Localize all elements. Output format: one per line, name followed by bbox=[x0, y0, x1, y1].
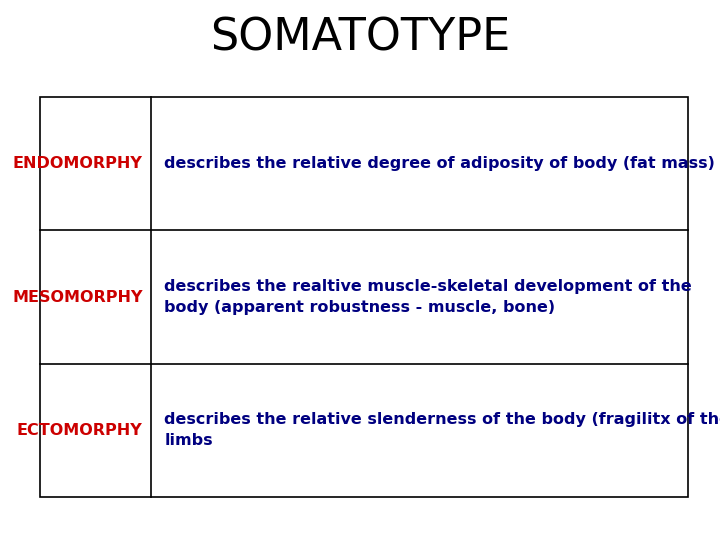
Text: ENDOMORPHY: ENDOMORPHY bbox=[13, 156, 143, 171]
Text: describes the realtive muscle-skeletal development of the
body (apparent robustn: describes the realtive muscle-skeletal d… bbox=[164, 279, 692, 315]
Text: MESOMORPHY: MESOMORPHY bbox=[12, 289, 143, 305]
Text: describes the relative degree of adiposity of body (fat mass): describes the relative degree of adiposi… bbox=[164, 156, 715, 171]
Text: describes the relative slenderness of the body (fragilitx of the
limbs: describes the relative slenderness of th… bbox=[164, 412, 720, 448]
Text: SOMATOTYPE: SOMATOTYPE bbox=[210, 16, 510, 59]
Bar bbox=[40, 97, 688, 497]
Text: ECTOMORPHY: ECTOMORPHY bbox=[17, 423, 143, 438]
